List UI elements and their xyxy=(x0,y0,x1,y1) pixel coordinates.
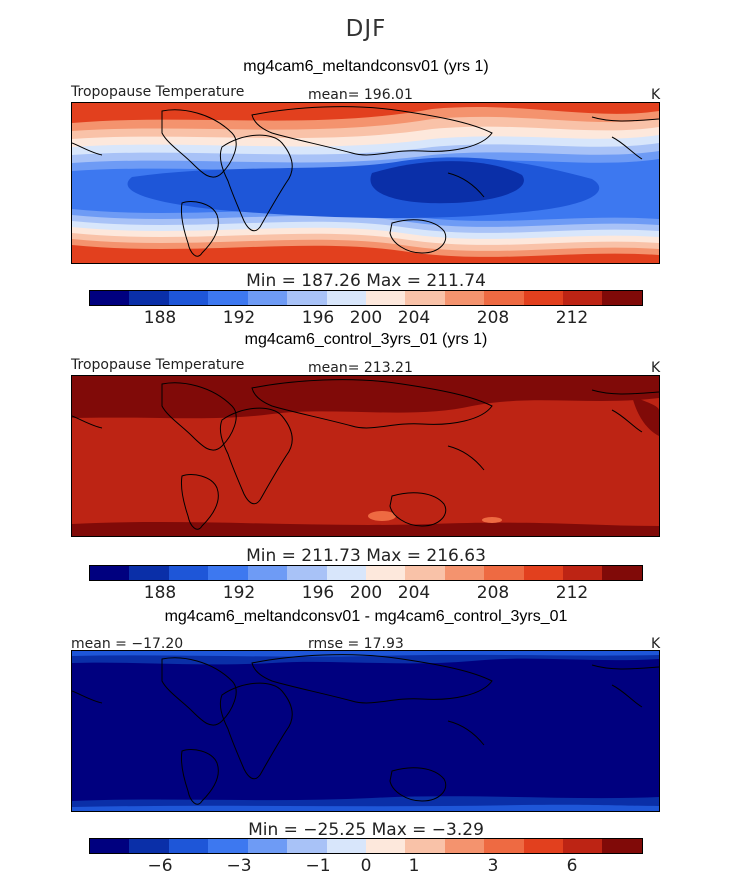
panel-2-map xyxy=(71,375,660,537)
colorbar-tick: 196 xyxy=(301,308,335,328)
colorbar-swatch xyxy=(129,291,169,305)
colorbar-tick: 0 xyxy=(360,856,372,876)
colorbar-swatch xyxy=(484,566,524,580)
colorbar-swatch xyxy=(602,291,642,305)
panel-1-title: mg4cam6_meltandconsv01 (yrs 1) xyxy=(243,58,489,75)
colorbar-swatch xyxy=(326,291,366,305)
panel-1-map xyxy=(71,102,660,264)
colorbar-swatch xyxy=(208,839,248,853)
colorbar-tick: 200 xyxy=(349,583,383,603)
colorbar-tick: 196 xyxy=(301,583,335,603)
colorbar-swatch xyxy=(484,839,524,853)
panel-1-field xyxy=(72,103,659,263)
colorbar-tick: 212 xyxy=(555,583,589,603)
panel-1-variable-label: Tropopause Temperature xyxy=(71,84,245,100)
colorbar-tick: 192 xyxy=(222,583,256,603)
colorbar-swatch xyxy=(484,291,524,305)
colorbar-swatch xyxy=(444,566,485,580)
colorbar-swatch xyxy=(365,839,406,853)
colorbar-swatch xyxy=(208,566,248,580)
colorbar-swatch xyxy=(287,566,327,580)
panel-3-colorbar-ticks: −6 −3 −1 0 1 3 6 xyxy=(89,856,643,876)
colorbar-swatch xyxy=(168,839,209,853)
colorbar-tick: 3 xyxy=(487,856,499,876)
colorbar-swatch xyxy=(168,566,209,580)
colorbar-tick: 204 xyxy=(397,308,431,328)
colorbar-tick: 1 xyxy=(408,856,420,876)
panel-2-field xyxy=(72,376,659,536)
colorbar-swatch xyxy=(602,839,642,853)
colorbar-tick: 6 xyxy=(566,856,578,876)
colorbar-tick: −3 xyxy=(226,856,252,876)
panel-3-field xyxy=(72,651,659,811)
panel-3-colorbar xyxy=(89,838,643,854)
panel-1-colorbar-ticks: 188 192 196 200 204 208 212 xyxy=(89,308,643,328)
colorbar-tick: 188 xyxy=(143,583,177,603)
panel-1-colorbar xyxy=(89,290,643,306)
colorbar-swatch xyxy=(563,291,603,305)
panel-3-title: mg4cam6_meltandconsv01 - mg4cam6_control… xyxy=(164,608,568,625)
panel-2-coastlines xyxy=(72,379,659,530)
colorbar-swatch xyxy=(563,566,603,580)
colorbar-tick: 188 xyxy=(143,308,177,328)
panel-2-minmax: Min = 211.73 Max = 216.63 xyxy=(246,546,486,566)
colorbar-swatch xyxy=(523,566,564,580)
colorbar-swatch xyxy=(563,839,603,853)
colorbar-swatch xyxy=(405,291,445,305)
panel-2-title: mg4cam6_control_3yrs_01 (yrs 1) xyxy=(244,331,488,348)
colorbar-tick: 200 xyxy=(349,308,383,328)
panel-2-mean-label: mean= 213.21 xyxy=(308,360,413,376)
colorbar-swatch xyxy=(523,839,564,853)
colorbar-swatch xyxy=(247,566,288,580)
colorbar-tick: 212 xyxy=(555,308,589,328)
colorbar-swatch xyxy=(365,566,406,580)
colorbar-swatch xyxy=(168,291,209,305)
panel-3-units: K xyxy=(651,636,661,652)
colorbar-tick: 204 xyxy=(397,583,431,603)
colorbar-swatch xyxy=(287,291,327,305)
colorbar-swatch xyxy=(247,291,288,305)
colorbar-tick: 208 xyxy=(476,308,510,328)
colorbar-swatch xyxy=(444,291,485,305)
panel-3-map xyxy=(71,650,660,812)
panel-3-minmax: Min = −25.25 Max = −3.29 xyxy=(248,820,484,840)
colorbar-swatch xyxy=(444,839,485,853)
panel-1-mean-label: mean= 196.01 xyxy=(308,87,413,103)
colorbar-swatch xyxy=(208,291,248,305)
colorbar-swatch xyxy=(326,839,366,853)
panel-2-variable-label: Tropopause Temperature xyxy=(71,357,245,373)
colorbar-swatch xyxy=(602,566,642,580)
colorbar-tick: −1 xyxy=(305,856,331,876)
panel-3-coastlines xyxy=(72,654,659,805)
colorbar-tick: 208 xyxy=(476,583,510,603)
colorbar-swatch xyxy=(405,566,445,580)
colorbar-tick: 192 xyxy=(222,308,256,328)
colorbar-swatch xyxy=(90,291,130,305)
panel-2-colorbar-ticks: 188 192 196 200 204 208 212 xyxy=(89,583,643,603)
panel-2-colorbar xyxy=(89,565,643,581)
colorbar-swatch xyxy=(365,291,406,305)
colorbar-swatch xyxy=(129,566,169,580)
panel-3-mean-label: mean = −17.20 xyxy=(71,636,184,652)
colorbar-swatch xyxy=(90,839,130,853)
colorbar-swatch xyxy=(405,839,445,853)
colorbar-swatch xyxy=(523,291,564,305)
colorbar-swatch xyxy=(90,566,130,580)
colorbar-swatch xyxy=(247,839,288,853)
colorbar-tick: −6 xyxy=(147,856,173,876)
panel-1-coastlines xyxy=(72,106,659,257)
colorbar-swatch xyxy=(129,839,169,853)
season-title: DJF xyxy=(345,16,387,42)
panel-2-units: K xyxy=(651,360,661,376)
panel-1-minmax: Min = 187.26 Max = 211.74 xyxy=(246,271,486,291)
panel-3-rmse-label: rmse = 17.93 xyxy=(308,636,404,652)
colorbar-swatch xyxy=(287,839,327,853)
panel-1-units: K xyxy=(651,87,661,103)
colorbar-swatch xyxy=(326,566,366,580)
